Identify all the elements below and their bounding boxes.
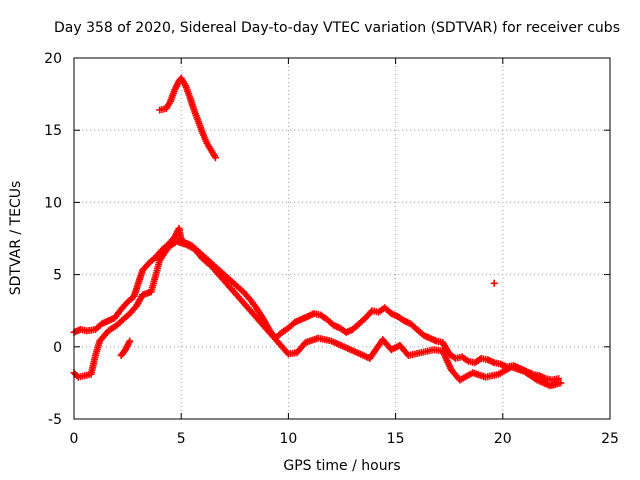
- y-tick-label: 10: [44, 195, 62, 211]
- x-tick-label: 25: [601, 431, 619, 447]
- x-axis-label: GPS time / hours: [283, 458, 400, 474]
- grid-lines: [74, 58, 610, 419]
- x-tick-label: 0: [70, 431, 79, 447]
- plot-frame: [73, 57, 611, 420]
- x-tick-label: 10: [279, 431, 297, 447]
- x-tick-label: 5: [177, 431, 186, 447]
- y-tick-label: 0: [53, 340, 62, 356]
- x-tick-label: 15: [387, 431, 405, 447]
- x-tick-label: 20: [494, 431, 512, 447]
- series-main-trace: [70, 224, 563, 384]
- y-tick-label: -5: [48, 412, 62, 428]
- series-lower-branch: [70, 237, 565, 390]
- data-points: [70, 74, 565, 390]
- series-short-segment-near-2-4-h: [117, 337, 134, 359]
- y-tick-label: 5: [53, 268, 62, 284]
- chart-title: Day 358 of 2020, Sidereal Day-to-day VTE…: [54, 20, 620, 36]
- data-point: [212, 154, 220, 162]
- axis-ticks: 0 5 10 15 20 25 -5 0 5 10 15 20: [44, 51, 619, 447]
- series-isolated-point: [490, 279, 498, 287]
- data-point: [557, 379, 565, 387]
- y-axis-label: SDTVAR / TECUs: [8, 181, 24, 296]
- data-point: [126, 337, 134, 345]
- y-tick-label: 20: [44, 51, 62, 67]
- data-point: [490, 279, 498, 287]
- y-tick-label: 15: [44, 123, 62, 139]
- series-upper-arc: [156, 74, 220, 162]
